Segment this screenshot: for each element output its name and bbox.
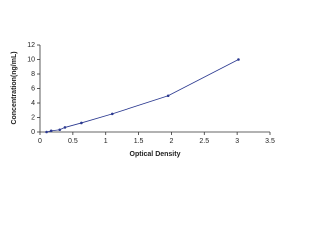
curve <box>46 59 239 133</box>
y-tick-label: 10 <box>27 56 35 63</box>
y-tick-label: 12 <box>27 42 35 49</box>
point <box>45 130 48 134</box>
x-tick-label: 0.5 <box>68 138 78 145</box>
point <box>166 94 170 98</box>
x-tick-label: 0 <box>38 138 42 145</box>
x-tick-label: 1 <box>104 138 108 145</box>
point <box>49 129 53 133</box>
x-tick-label: 3.5 <box>265 138 275 145</box>
chart: Optical Density Concentration(ng/mL) 0 2 4… <box>11 42 275 158</box>
y-tick-label: 6 <box>31 85 35 92</box>
point <box>110 112 114 116</box>
y-tick-label: 4 <box>31 100 35 107</box>
y-tick-label: 8 <box>31 71 35 78</box>
point <box>58 128 62 132</box>
y-tick-label: 0 <box>31 129 35 136</box>
point <box>63 126 67 129</box>
x-tick-label: 2.5 <box>199 138 209 145</box>
x-tick-label: 3 <box>235 138 239 145</box>
x-tick-label: 2 <box>169 138 173 145</box>
x-tick-label: 1.5 <box>134 138 144 145</box>
y-axis-title: Concentration(ng/mL) <box>11 51 18 124</box>
point <box>237 58 240 61</box>
y-tick-label: 2 <box>31 114 35 121</box>
x-axis-title: Optical Density <box>130 151 181 158</box>
point <box>80 121 83 125</box>
